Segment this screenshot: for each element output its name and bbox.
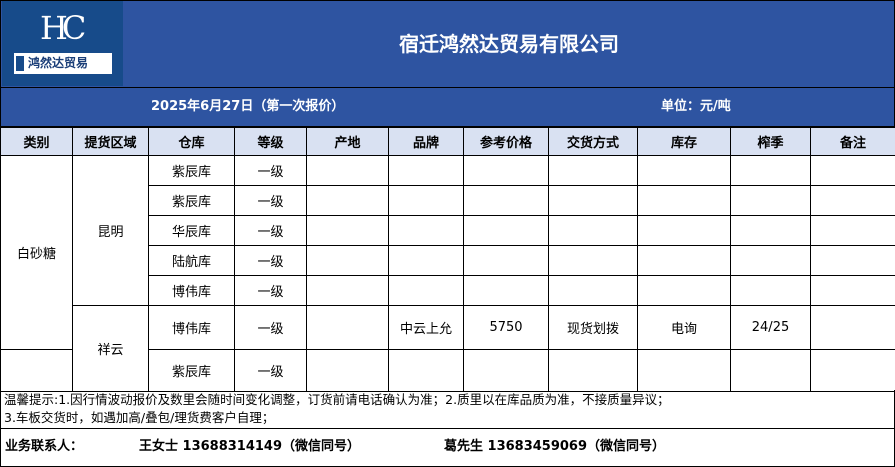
cell-price [463,215,549,246]
col-header: 提货区域 [72,127,149,156]
notes: 温馨提示:1.因行情波动报价及数里会随时间变化调整，订货前请电话确认为准；2.质… [0,390,895,429]
cell-note [810,275,895,306]
company-logo: HC 鸿然达贸易 [2,1,123,86]
col-header: 参考价格 [463,127,549,156]
cell-season: 24/25 [730,305,811,350]
cell-brand: 中云上允 [388,305,464,350]
region-cell: 祥云 [72,305,149,392]
cell-price [463,185,549,216]
cell-brand [388,275,464,306]
cell-grade: 一级 [234,185,307,216]
cell-season [730,215,811,246]
category-cell-empty [0,349,73,392]
quote-date: 2025年6月27日（第一次报价） [151,99,345,114]
cell-origin [306,305,389,350]
contact-row: 业务联系人： 王女士 13688314149（微信同号） 葛先生 1368345… [0,429,895,467]
cell-season [730,349,811,392]
cell-warehouse: 博伟库 [148,275,235,306]
note-line: 3.车板交货时，如遇加高/叠包/理货费客户自理； [4,410,275,425]
cell-note [810,305,895,350]
cell-stock [637,155,731,186]
header-banner [0,0,895,88]
cell-origin [306,245,389,276]
unit-label: 单位：元/吨 [661,99,731,114]
cell-warehouse: 紫辰库 [148,349,235,392]
col-header: 类别 [0,127,73,156]
cell-warehouse: 紫辰库 [148,185,235,216]
cell-warehouse: 博伟库 [148,305,235,350]
category-cell: 白砂糖 [0,155,73,350]
cell-grade: 一级 [234,215,307,246]
cell-grade: 一级 [234,155,307,186]
cell-price [463,349,549,392]
cell-brand [388,185,464,216]
cell-delivery [548,155,638,186]
cell-stock [637,275,731,306]
col-header: 交货方式 [548,127,638,156]
cell-grade: 一级 [234,349,307,392]
cell-season [730,245,811,276]
table-row: 紫辰库 一级 [0,349,895,392]
logo-text: 鸿然达贸易 [14,53,112,74]
cell-season [730,275,811,306]
cell-season [730,155,811,186]
col-header: 库存 [637,127,731,156]
cell-origin [306,215,389,246]
cell-warehouse: 陆航库 [148,245,235,276]
cell-delivery [548,275,638,306]
cell-warehouse: 华辰库 [148,215,235,246]
cell-note [810,215,895,246]
cell-warehouse: 紫辰库 [148,155,235,186]
table-row: 白砂糖 昆明 紫辰库 一级 [0,155,895,350]
cell-origin [306,185,389,216]
cell-grade: 一级 [234,245,307,276]
col-header: 仓库 [148,127,235,156]
cell-brand [388,155,464,186]
logo-mark: HC [40,9,86,47]
col-header: 备注 [810,127,895,156]
cell-note [810,185,895,216]
table-row: 华辰库 一级 [1,215,895,246]
cell-note [810,245,895,276]
table-row: 祥云 博伟库 一级 中云上允 5750 现货划拨 电询 24/25 [1,305,895,392]
cell-delivery [548,349,638,392]
contact-person-1: 王女士 13688314149（微信同号） [139,439,361,454]
column-header-row: 类别 提货区域 仓库 等级 产地 品牌 参考价格 交货方式 库存 榨季 备注 [0,127,895,156]
cell-note [810,349,895,392]
note-line: 温馨提示:1.因行情波动报价及数里会随时间变化调整，订货前请电话确认为准；2.质… [4,392,670,407]
cell-stock [637,349,731,392]
region-cell: 昆明 [72,155,149,306]
cell-stock [637,185,731,216]
cell-grade: 一级 [234,305,307,350]
cell-origin [306,155,389,186]
cell-price [463,155,549,186]
col-header: 榨季 [730,127,811,156]
cell-grade: 一级 [234,275,307,306]
cell-season [730,185,811,216]
company-name: 宿迁鸿然达贸易有限公司 [399,32,619,56]
cell-delivery [548,185,638,216]
cell-delivery: 现货划拨 [548,305,638,350]
col-header: 等级 [234,127,307,156]
cell-note [810,155,895,186]
cell-price [463,275,549,306]
date-row: 2025年6月27日（第一次报价） 单位：元/吨 [0,88,895,127]
contact-person-2: 葛先生 13683459069（微信同号） [444,439,666,454]
cell-stock [637,245,731,276]
col-header: 产地 [306,127,389,156]
cell-stock [637,215,731,246]
contact-label: 业务联系人： [5,439,84,454]
cell-price [463,245,549,276]
cell-origin [306,349,389,392]
price-table: 类别 提货区域 仓库 等级 产地 品牌 参考价格 交货方式 库存 榨季 备注 白… [0,127,895,392]
cell-delivery [548,215,638,246]
col-header: 品牌 [388,127,464,156]
cell-stock: 电询 [637,305,731,350]
cell-brand [388,349,464,392]
cell-delivery [548,245,638,276]
cell-brand [388,245,464,276]
cell-origin [306,275,389,306]
cell-price: 5750 [463,305,549,350]
cell-brand [388,215,464,246]
